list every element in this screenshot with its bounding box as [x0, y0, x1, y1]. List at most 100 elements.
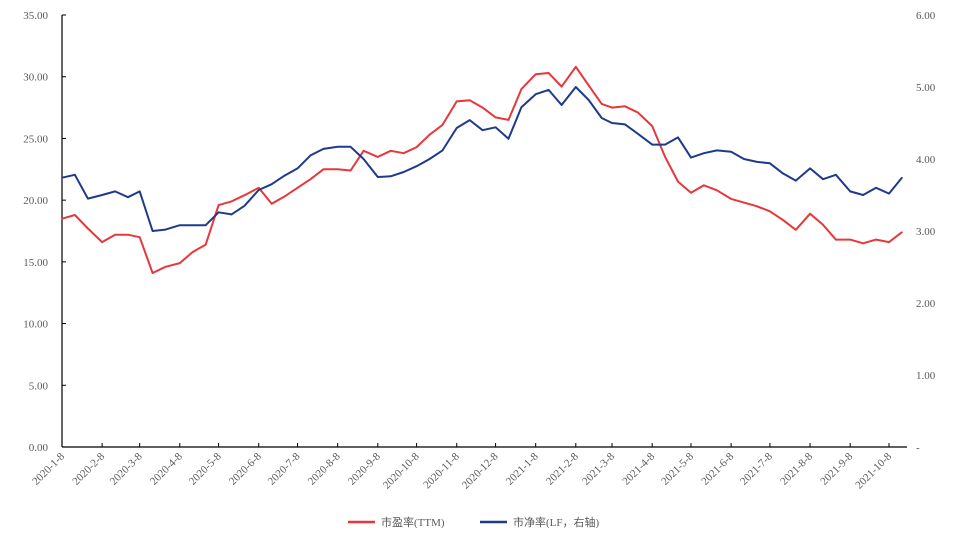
pe-point	[191, 251, 194, 253]
pe-point	[703, 184, 705, 187]
pe-point	[217, 204, 220, 206]
pb-point	[822, 178, 824, 180]
pb-point	[151, 230, 154, 232]
pe-point	[230, 200, 233, 203]
pe-point	[138, 236, 141, 238]
y-tick-label: 5.00	[29, 380, 49, 392]
pb-point	[637, 133, 639, 135]
pe-point	[415, 146, 418, 148]
x-tick-label: 2020-9-8	[346, 450, 383, 487]
series-line-pb	[61, 86, 903, 232]
legend-label-pb: 市净率(LF，右轴)	[513, 515, 599, 529]
x-tick-label: 2020-7-8	[266, 450, 303, 487]
pe-point	[87, 227, 89, 230]
pb-point	[901, 176, 903, 179]
pb-point	[376, 176, 379, 178]
pb-point	[875, 187, 877, 189]
axes: 0.00 5.00 10.00 15.00 20.00 25.00 30.00 35.00 - 1…	[23, 10, 936, 492]
x-tick-label: 2020-4-8	[148, 450, 185, 487]
pe-point	[690, 191, 692, 194]
pe-point	[270, 203, 273, 205]
pe-point	[257, 187, 260, 189]
pb-point	[270, 183, 273, 185]
pb-point	[362, 158, 365, 160]
pb-point	[624, 123, 626, 126]
pb-point	[257, 189, 260, 191]
pe-point	[74, 214, 76, 216]
pb-point	[743, 158, 745, 160]
pb-point	[230, 213, 233, 216]
pe-point	[61, 217, 63, 220]
x-tick-label: 2021-10-8	[853, 450, 894, 491]
pe-point	[600, 103, 603, 105]
pb-point	[547, 89, 550, 91]
pb-point	[587, 99, 590, 101]
pb-point	[769, 162, 771, 165]
x-tick-label: 2020-10-8	[381, 450, 422, 491]
pe-point	[507, 119, 510, 121]
pe-point	[349, 169, 352, 172]
pe-point	[575, 66, 577, 68]
pe-point	[782, 219, 784, 221]
pb-point	[690, 156, 692, 159]
pe-point	[362, 149, 365, 152]
pe-point	[468, 99, 471, 101]
pe-point	[862, 242, 864, 245]
pe-point	[376, 156, 379, 158]
pb-point	[651, 143, 653, 146]
pe-point	[822, 224, 824, 226]
pb-point	[114, 190, 116, 193]
y2-tick-label: -	[916, 442, 920, 454]
x-tick-label: 2020-8-8	[306, 450, 343, 487]
pb-point	[888, 192, 890, 195]
pe-point	[547, 72, 550, 74]
pe-point	[651, 125, 653, 127]
pb-point	[703, 152, 705, 155]
pb-point	[716, 149, 718, 152]
y-tick-label: 30.00	[23, 72, 48, 84]
y2-tick-label: 5.00	[916, 82, 936, 94]
pe-point	[888, 241, 890, 243]
pb-point	[835, 174, 837, 176]
pb-point	[309, 154, 312, 157]
pe-point	[664, 156, 666, 158]
y2-tick-label: 3.00	[916, 226, 936, 238]
pe-point	[164, 265, 167, 268]
x-tick-label: 2021-9-8	[818, 450, 855, 487]
legend: 市盈率(TTM) 市净率(LF，右轴)	[348, 515, 599, 529]
pb-point	[677, 136, 679, 139]
pb-point	[664, 143, 666, 146]
y2-tick-label: 1.00	[916, 370, 936, 382]
y2-tick-label: 2.00	[916, 298, 936, 310]
x-tick-label: 2020-3-8	[108, 450, 145, 487]
pe-point	[336, 168, 339, 171]
pb-point	[795, 179, 797, 182]
pb-point	[243, 205, 246, 207]
legend-label-pe: 市盈率(TTM)	[381, 515, 445, 529]
pb-point	[481, 129, 484, 131]
y-tick-label: 35.00	[23, 10, 48, 22]
pe-point	[795, 228, 797, 231]
y-tick-label: 20.00	[23, 195, 48, 207]
pb-point	[507, 138, 510, 140]
x-tick-label: 2021-5-8	[659, 450, 696, 487]
pe-point	[716, 189, 718, 192]
pb-point	[389, 175, 392, 178]
pe-point	[428, 133, 431, 136]
pb-point	[283, 174, 286, 177]
pb-point	[322, 148, 325, 150]
pb-point	[534, 93, 537, 95]
pb-point	[455, 127, 458, 129]
pe-point	[455, 100, 458, 103]
pe-point	[389, 149, 392, 152]
pb-point	[74, 174, 76, 176]
pb-point	[782, 172, 784, 175]
pb-point	[560, 104, 563, 106]
pb-point	[428, 158, 431, 160]
pe-point	[624, 105, 626, 108]
pb-point	[402, 171, 405, 173]
x-tick-label: 2020-5-8	[187, 450, 224, 487]
pe-point	[204, 243, 207, 246]
x-tick-label: 2020-1-8	[30, 450, 67, 487]
